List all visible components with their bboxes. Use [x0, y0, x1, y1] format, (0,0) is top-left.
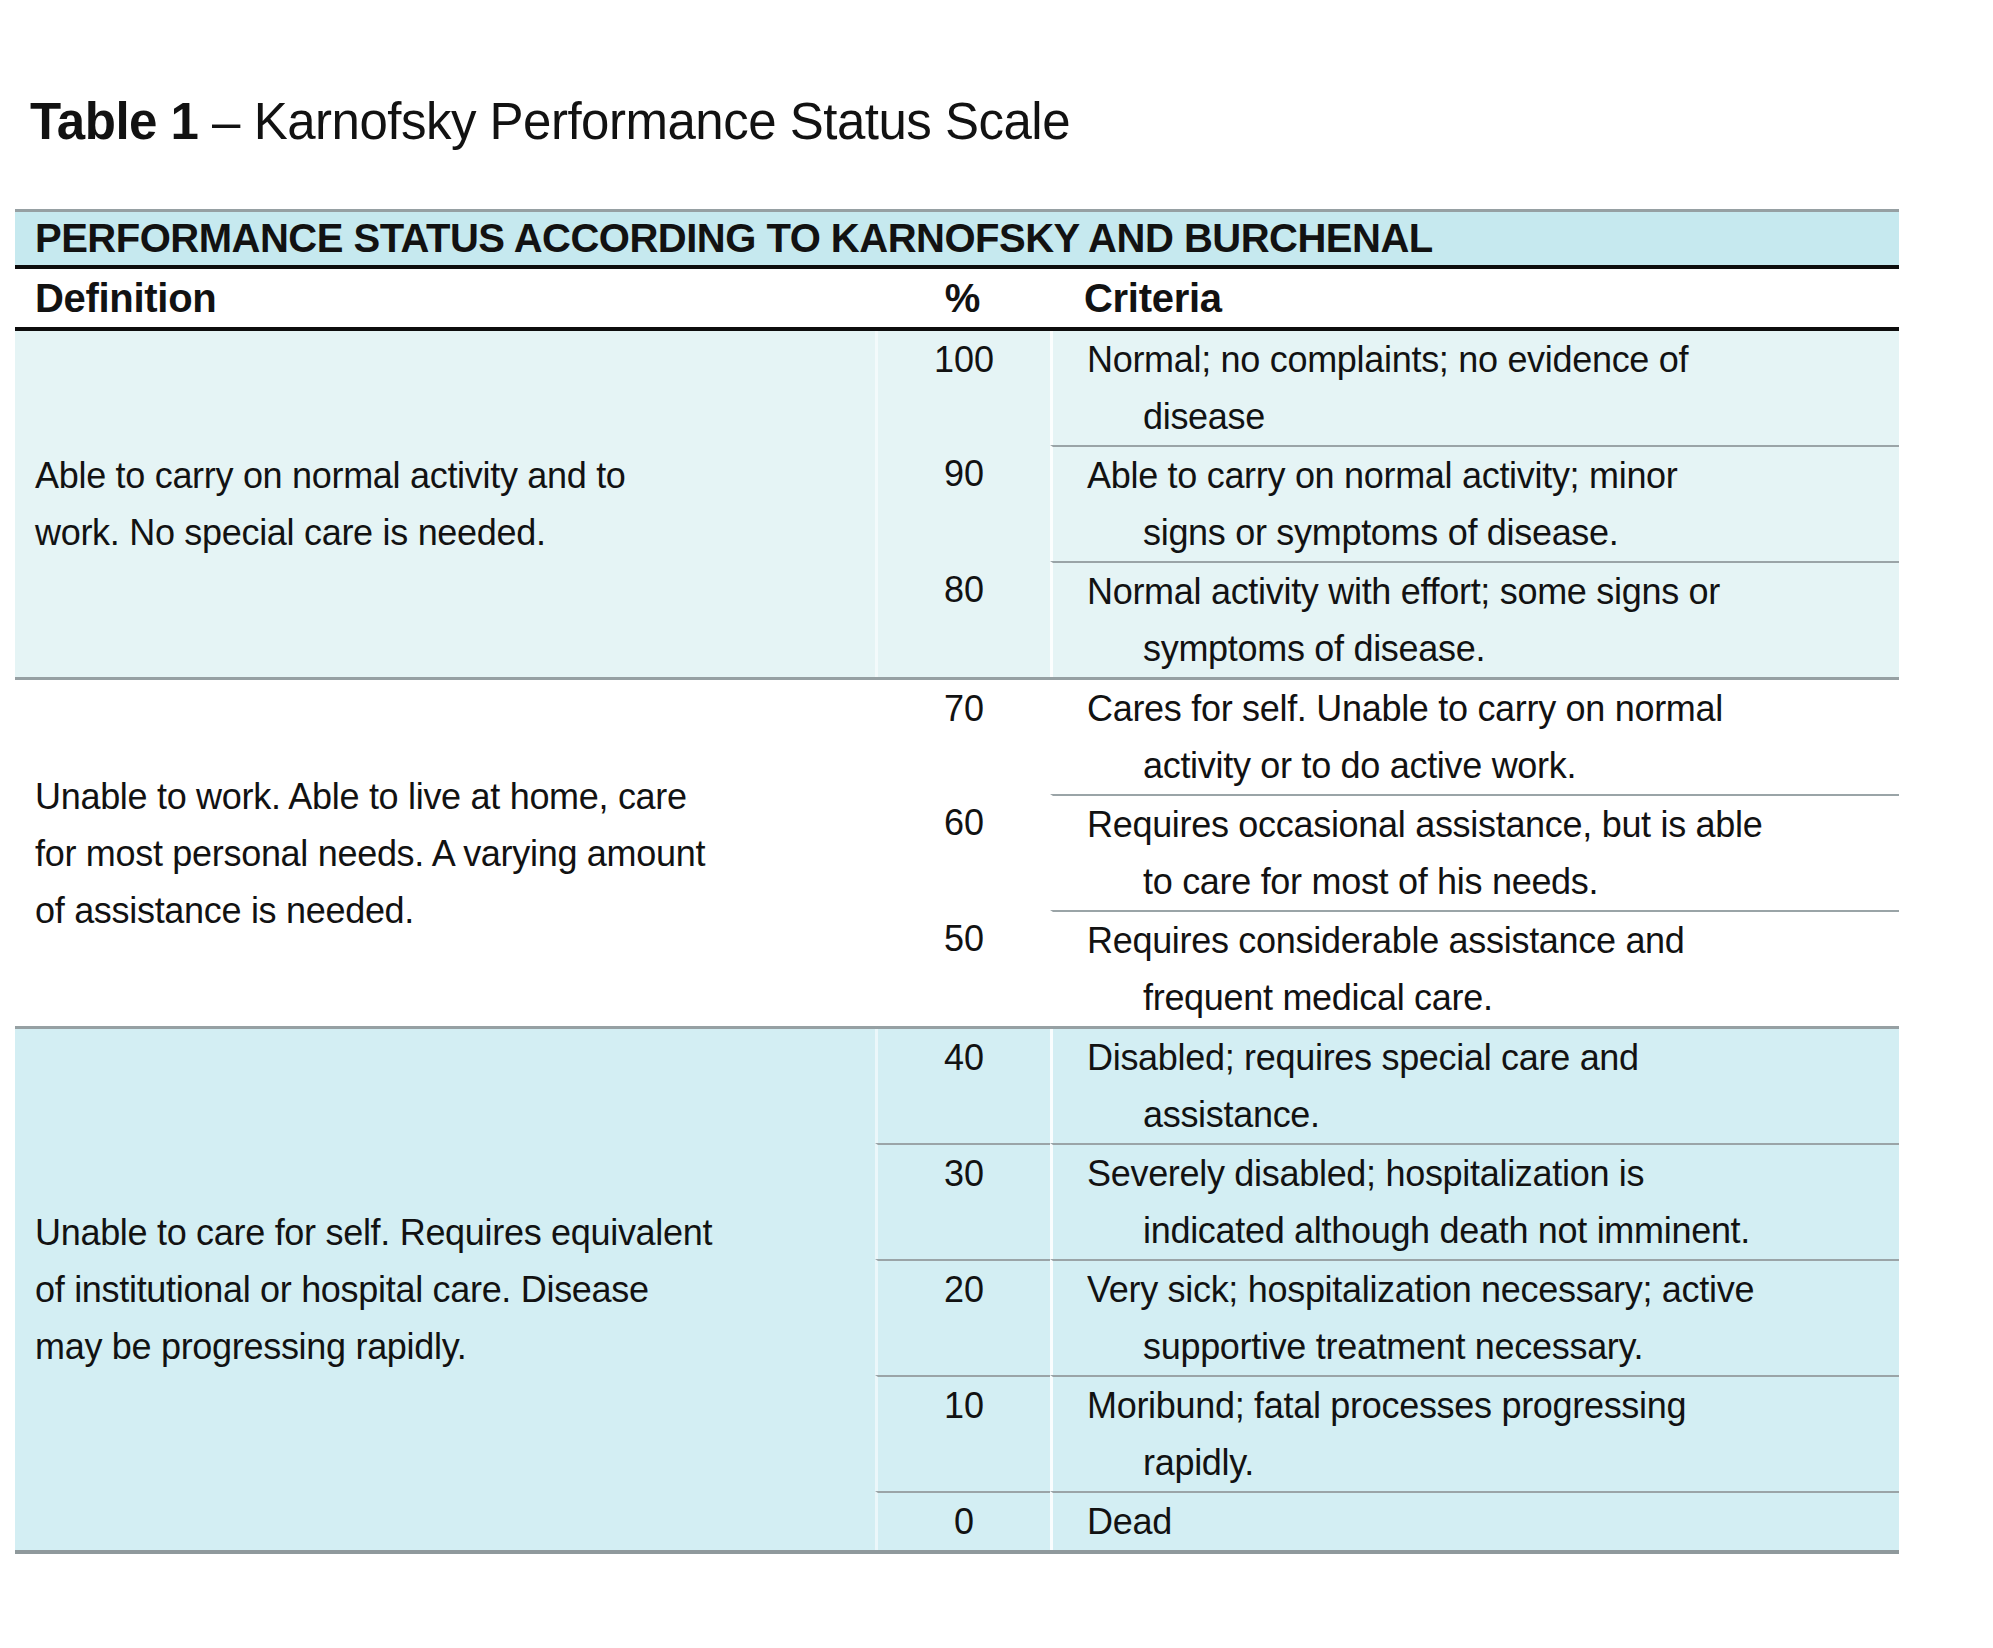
table-header-band: PERFORMANCE STATUS ACCORDING TO KARNOFSK… — [15, 209, 1899, 269]
percent-cell: 20 — [875, 1259, 1050, 1375]
table-row-60: 60 Requires occasional assistance, but i… — [875, 794, 1899, 910]
criteria-cell: Severely disabled; hospitalization is in… — [1050, 1143, 1899, 1259]
criteria-cell: Very sick; hospitalization necessary; ac… — [1050, 1259, 1899, 1375]
table-row-50: 50 Requires considerable assistance and … — [875, 910, 1899, 1026]
criteria-cell: Normal; no complaints; no evidence of di… — [1050, 331, 1899, 445]
column-header-row: Definition % Criteria — [15, 269, 1899, 331]
percent-cell: 10 — [875, 1375, 1050, 1491]
table-row-0: 0 Dead — [875, 1491, 1899, 1550]
criteria-cell: Able to carry on normal activity; minor … — [1050, 445, 1899, 561]
table-row-20: 20 Very sick; hospitalization necessary;… — [875, 1259, 1899, 1375]
definition-text: Unable to care for self. Requires equiva… — [35, 1204, 712, 1375]
criteria-cell: Disabled; requires special care and assi… — [1050, 1029, 1899, 1143]
group-rows: 100 Normal; no complaints; no evidence o… — [875, 331, 1899, 677]
group-rows: 40 Disabled; requires special care and a… — [875, 1029, 1899, 1550]
criteria-cell: Normal activity with effort; some signs … — [1050, 561, 1899, 677]
table-caption: Table 1 – Karnofsky Performance Status S… — [0, 0, 1993, 151]
percent-cell: 40 — [875, 1029, 1050, 1143]
definition-cell: Unable to care for self. Requires equiva… — [15, 1029, 875, 1550]
document-page: Table 1 – Karnofsky Performance Status S… — [0, 0, 1993, 1648]
table-group-unable-to-care-for-self: Unable to care for self. Requires equiva… — [15, 1026, 1899, 1550]
column-header-percent: % — [875, 276, 1050, 321]
definition-cell: Unable to work. Able to live at home, ca… — [15, 680, 875, 1026]
table-row-80: 80 Normal activity with effort; some sig… — [875, 561, 1899, 677]
percent-cell: 50 — [875, 910, 1050, 1026]
definition-text: Able to carry on normal activity and to … — [35, 447, 626, 561]
table-row-30: 30 Severely disabled; hospitalization is… — [875, 1143, 1899, 1259]
table-caption-number: Table 1 — [30, 93, 198, 150]
table-row-10: 10 Moribund; fatal processes progressing… — [875, 1375, 1899, 1491]
table-row-90: 90 Able to carry on normal activity; min… — [875, 445, 1899, 561]
table-row-70: 70 Cares for self. Unable to carry on no… — [875, 680, 1899, 794]
percent-cell: 100 — [875, 331, 1050, 445]
table-row-100: 100 Normal; no complaints; no evidence o… — [875, 331, 1899, 445]
criteria-cell: Moribund; fatal processes progressing ra… — [1050, 1375, 1899, 1491]
percent-cell: 60 — [875, 794, 1050, 910]
percent-cell: 90 — [875, 445, 1050, 561]
percent-cell: 0 — [875, 1491, 1050, 1550]
table-caption-title: – Karnofsky Performance Status Scale — [198, 93, 1070, 150]
percent-cell: 70 — [875, 680, 1050, 794]
criteria-cell: Dead — [1050, 1491, 1899, 1550]
criteria-cell: Requires considerable assistance and fre… — [1050, 910, 1899, 1026]
column-header-definition: Definition — [15, 276, 875, 321]
criteria-cell: Requires occasional assistance, but is a… — [1050, 794, 1899, 910]
table-row-40: 40 Disabled; requires special care and a… — [875, 1029, 1899, 1143]
table-body: Able to carry on normal activity and to … — [15, 331, 1899, 1554]
column-header-criteria: Criteria — [1050, 276, 1899, 321]
percent-cell: 80 — [875, 561, 1050, 677]
table-group-unable-to-work: Unable to work. Able to live at home, ca… — [15, 677, 1899, 1026]
table-group-able-to-work: Able to carry on normal activity and to … — [15, 331, 1899, 677]
definition-text: Unable to work. Able to live at home, ca… — [35, 768, 705, 939]
percent-cell: 30 — [875, 1143, 1050, 1259]
criteria-cell: Cares for self. Unable to carry on norma… — [1050, 680, 1899, 794]
karnofsky-performance-table: PERFORMANCE STATUS ACCORDING TO KARNOFSK… — [15, 209, 1899, 1554]
definition-cell: Able to carry on normal activity and to … — [15, 331, 875, 677]
group-rows: 70 Cares for self. Unable to carry on no… — [875, 680, 1899, 1026]
